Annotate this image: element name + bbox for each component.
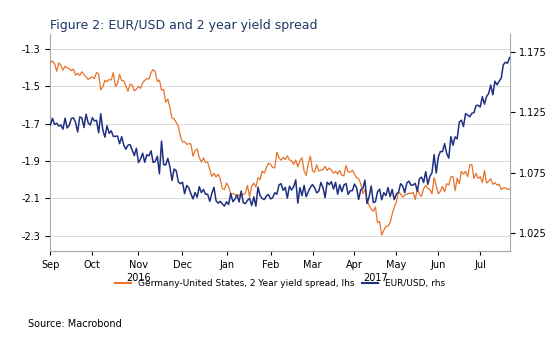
Legend: Germany-United States, 2 Year yield spread, lhs, EUR/USD, rhs: Germany-United States, 2 Year yield spre… — [111, 276, 449, 292]
Text: 2016: 2016 — [126, 274, 151, 283]
Text: Source: Macrobond: Source: Macrobond — [28, 319, 122, 329]
Text: Figure 2: EUR/USD and 2 year yield spread: Figure 2: EUR/USD and 2 year yield sprea… — [50, 19, 318, 32]
Text: 2017: 2017 — [363, 274, 388, 283]
